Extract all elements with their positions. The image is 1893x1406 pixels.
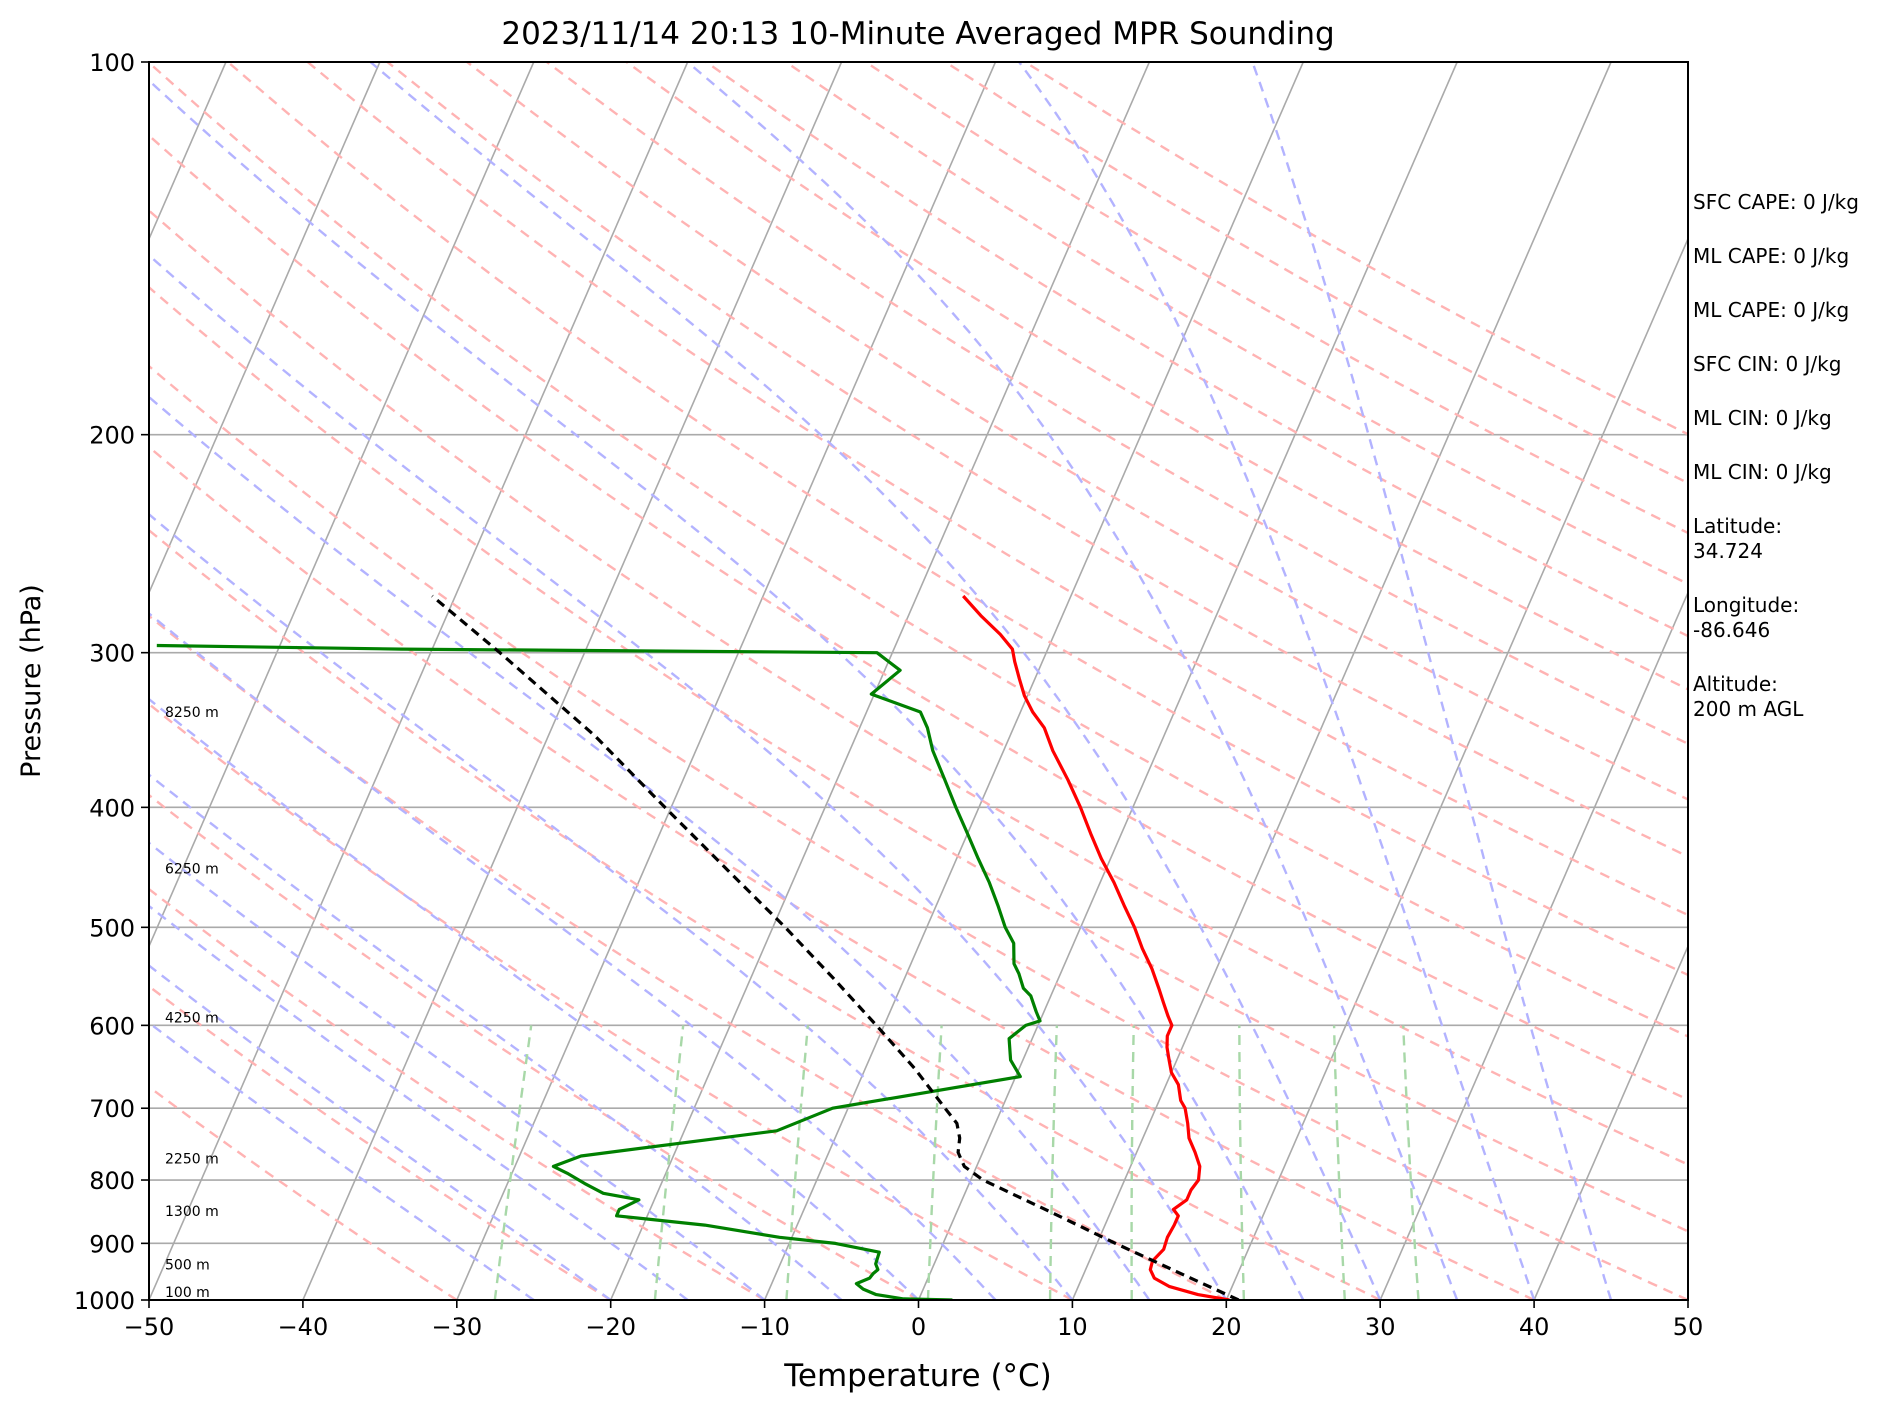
x-tick-label: −20 xyxy=(585,1313,636,1341)
x-axis-label: Temperature (°C) xyxy=(783,1358,1052,1394)
dry-adiabat-line xyxy=(546,62,1688,746)
isotherm-line xyxy=(149,62,535,949)
mixing-ratio-line xyxy=(785,1025,809,1300)
parcel-profile-line xyxy=(431,594,1240,1300)
y-tick-label: 900 xyxy=(89,1230,135,1258)
dry-adiabat-line xyxy=(149,62,1688,1038)
mixing-ratio-line xyxy=(653,1025,685,1300)
mixing-ratio-line xyxy=(1238,1025,1246,1300)
x-tick-label: 10 xyxy=(1057,1313,1088,1341)
annotation-text: ML CIN: 0 J/kg xyxy=(1693,406,1832,430)
x-tick-label: 20 xyxy=(1211,1313,1242,1341)
moist-adiabat-line xyxy=(149,964,612,1300)
dry-adiabat-line xyxy=(149,702,1073,1300)
annotation-text: SFC CAPE: 0 J/kg xyxy=(1693,190,1859,214)
y-tick-label: 800 xyxy=(89,1167,135,1195)
dry-adiabat-line xyxy=(149,285,1688,1233)
dry-adiabat-line xyxy=(466,62,1688,801)
annotation-text: ML CAPE: 0 J/kg xyxy=(1693,244,1850,268)
mixing-ratio-line xyxy=(1402,1025,1420,1300)
grid-layer xyxy=(149,62,1688,1300)
moist-adiabat-line xyxy=(149,611,997,1300)
dewpoint-line xyxy=(156,643,1042,1300)
annotation-text: SFC CIN: 0 J/kg xyxy=(1693,352,1842,376)
axis-layer: −50 −40 −30 −20 −10 0 10 20 30 40 50 1000 900 800 700 6… xyxy=(74,49,1703,1341)
moist-adiabat-line xyxy=(149,697,920,1300)
moist-adiabat-line xyxy=(149,904,689,1300)
x-tick-label: 40 xyxy=(1519,1313,1550,1341)
height-label: 4250 m xyxy=(165,1010,219,1026)
isotherm-line xyxy=(1533,944,1688,1300)
isotherm-line xyxy=(456,62,997,1300)
series-layer xyxy=(156,594,1240,1300)
moist-adiabat-line xyxy=(149,773,843,1300)
x-tick-label: 50 xyxy=(1673,1313,1704,1341)
mixing-ratio-line xyxy=(1048,1025,1059,1300)
annotation-text: ML CIN: 0 J/kg xyxy=(1693,460,1832,484)
annotation-text: Altitude: 200 m AGL xyxy=(1693,672,1804,721)
y-tick-label: 300 xyxy=(89,640,135,668)
height-label-layer: 100 m 500 m 1300 m 2250 m 4250 m 6250 m 8250 m xyxy=(165,705,219,1301)
x-tick-label: −40 xyxy=(278,1313,329,1341)
y-tick-label: 600 xyxy=(89,1012,135,1040)
x-tick-label: 0 xyxy=(911,1313,926,1341)
y-tick-label: 500 xyxy=(89,914,135,942)
dry-adiabat-line xyxy=(149,364,1688,1300)
y-axis-label: Pressure (hPa) xyxy=(16,584,47,778)
x-tick-label: 30 xyxy=(1365,1313,1396,1341)
dry-adiabat-line xyxy=(227,62,1688,977)
isotherm-line xyxy=(1225,236,1688,1300)
x-tick-label: −30 xyxy=(431,1313,482,1341)
height-label: 1300 m xyxy=(165,1204,219,1220)
isotherm-line xyxy=(302,62,843,1300)
moist-adiabat-line xyxy=(369,62,1382,1300)
y-tick-label: 100 xyxy=(89,49,135,77)
dry-adiabat-line xyxy=(306,62,1688,917)
mixing-ratio-line xyxy=(1332,1025,1346,1300)
annotation-text: ML CAPE: 0 J/kg xyxy=(1693,298,1850,322)
height-label: 6250 m xyxy=(165,862,219,878)
isotherm-line xyxy=(1379,590,1688,1300)
moist-adiabat-line xyxy=(1251,62,1613,1300)
moist-adiabat-line xyxy=(686,62,1459,1300)
moist-adiabat-line xyxy=(149,253,1228,1300)
annotation-text: Latitude: 34.724 xyxy=(1693,514,1783,563)
temperature-line xyxy=(962,594,1230,1300)
dry-adiabat-line xyxy=(149,614,1227,1300)
height-label: 2250 m xyxy=(165,1151,219,1167)
height-label: 100 m xyxy=(165,1285,210,1301)
y-tick-label: 200 xyxy=(89,422,135,450)
x-tick-label: −10 xyxy=(739,1313,790,1341)
y-tick-label: 1000 xyxy=(74,1287,135,1315)
annotation-text: Longitude: -86.646 xyxy=(1693,593,1800,642)
moist-adiabat-line xyxy=(149,395,1151,1300)
x-tick-label: −50 xyxy=(124,1313,175,1341)
dry-adiabat-line xyxy=(625,62,1688,691)
height-label: 500 m xyxy=(165,1257,210,1273)
height-label: 8250 m xyxy=(165,705,219,721)
moist-adiabat-line xyxy=(149,841,766,1300)
dry-adiabat-line xyxy=(149,793,920,1300)
isotherm-line xyxy=(917,62,1458,1300)
y-tick-label: 700 xyxy=(89,1095,135,1123)
dry-adiabat-line xyxy=(149,1085,458,1300)
chart-title: 2023/11/14 20:13 10-Minute Averaged MPR … xyxy=(501,16,1334,52)
dry-adiabat-line xyxy=(149,528,1381,1300)
isotherm-line xyxy=(609,62,1151,1300)
y-tick-label: 400 xyxy=(89,794,135,822)
mixing-ratio-line xyxy=(926,1025,943,1300)
moist-adiabat-line xyxy=(1018,62,1536,1300)
mixing-ratio-line xyxy=(493,1025,533,1300)
isotherm-line xyxy=(1071,62,1612,1300)
isotherm-line xyxy=(149,62,689,1300)
dry-adiabat-line xyxy=(785,62,1688,586)
isotherm-line xyxy=(149,62,381,595)
isotherm-line xyxy=(763,62,1304,1300)
mixing-ratio-line xyxy=(1130,1025,1135,1300)
dry-adiabat-line xyxy=(149,133,1688,1101)
